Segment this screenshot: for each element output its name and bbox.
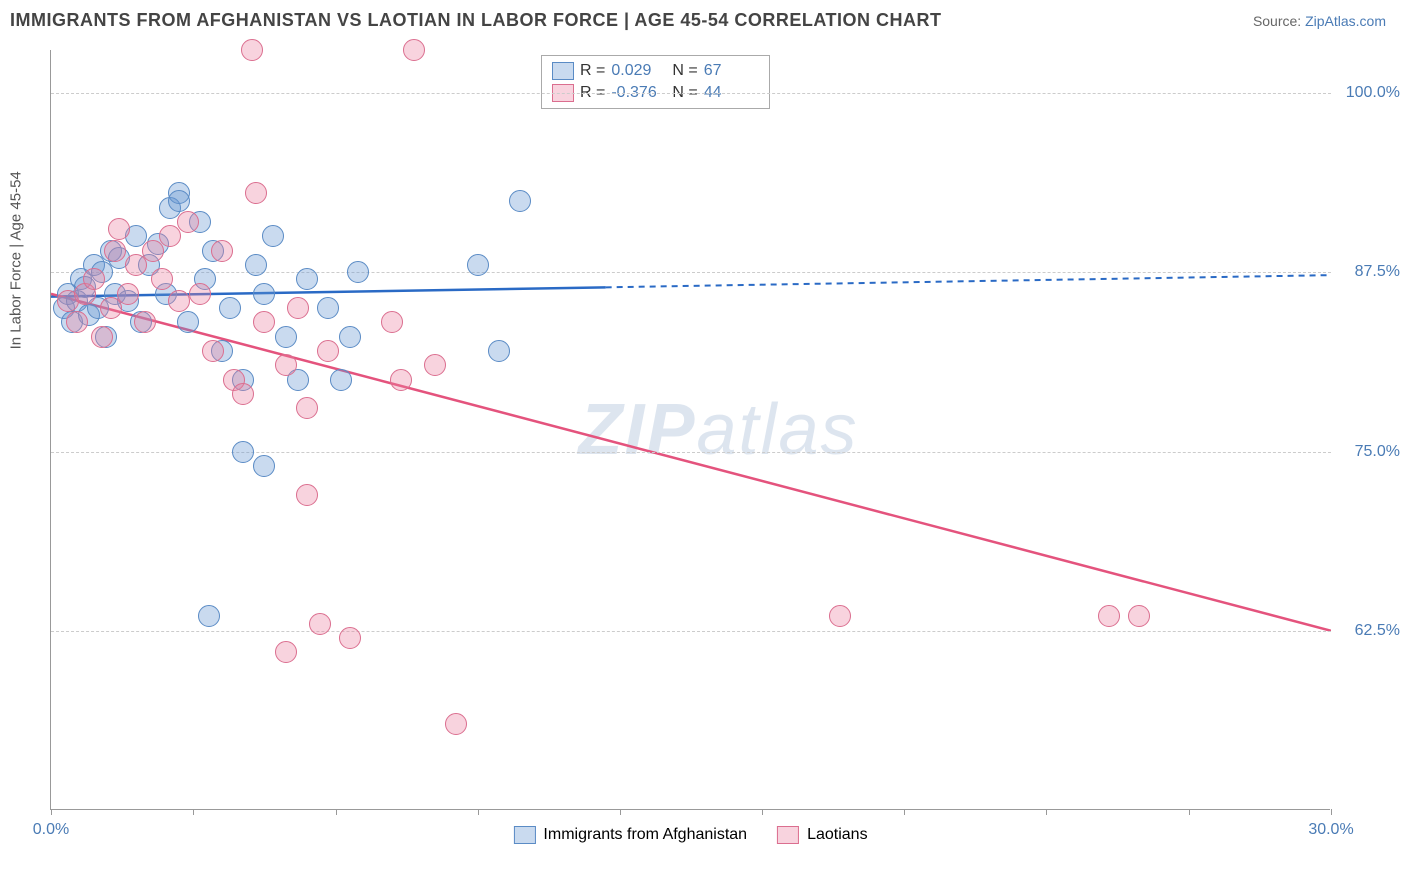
scatter-point [108, 218, 130, 240]
scatter-point [829, 605, 851, 627]
scatter-point [296, 484, 318, 506]
legend-row: R = 0.029 N = 67 [552, 60, 759, 82]
legend-label: Laotians [807, 826, 868, 844]
scatter-point [1098, 605, 1120, 627]
scatter-point [168, 290, 190, 312]
legend-item: Immigrants from Afghanistan [513, 826, 747, 844]
scatter-point [151, 268, 173, 290]
scatter-point [241, 39, 263, 61]
scatter-point [339, 326, 361, 348]
scatter-point [245, 254, 267, 276]
x-tick-mark [620, 809, 621, 815]
scatter-point [104, 240, 126, 262]
scatter-point [168, 190, 190, 212]
trend-lines [51, 50, 1331, 810]
x-tick-mark [1046, 809, 1047, 815]
x-tick-mark [193, 809, 194, 815]
scatter-point [202, 340, 224, 362]
scatter-point [134, 311, 156, 333]
scatter-point [347, 261, 369, 283]
scatter-point [330, 369, 352, 391]
scatter-point [509, 190, 531, 212]
header: IMMIGRANTS FROM AFGHANISTAN VS LAOTIAN I… [0, 0, 1406, 36]
scatter-point [232, 383, 254, 405]
scatter-point [232, 441, 254, 463]
gridline-h [51, 93, 1331, 94]
y-tick-label: 87.5% [1355, 263, 1400, 281]
scatter-point [287, 297, 309, 319]
scatter-point [262, 225, 284, 247]
scatter-point [296, 268, 318, 290]
plot-area: In Labor Force | Age 45-54 ZIPatlas R = … [50, 50, 1330, 810]
scatter-point [390, 369, 412, 391]
trend-line-dashed [606, 275, 1331, 287]
scatter-point [66, 311, 88, 333]
legend-n-value: 67 [704, 62, 759, 80]
scatter-point [403, 39, 425, 61]
x-tick-mark [478, 809, 479, 815]
watermark: ZIPatlas [578, 389, 858, 471]
scatter-point [177, 211, 199, 233]
x-tick-mark [904, 809, 905, 815]
scatter-point [317, 297, 339, 319]
scatter-point [339, 627, 361, 649]
scatter-point [219, 297, 241, 319]
x-tick-label: 0.0% [33, 821, 69, 839]
scatter-point [275, 641, 297, 663]
scatter-point [211, 240, 233, 262]
scatter-point [117, 283, 139, 305]
y-tick-label: 75.0% [1355, 443, 1400, 461]
gridline-h [51, 272, 1331, 273]
y-tick-label: 100.0% [1346, 84, 1400, 102]
series-legend: Immigrants from Afghanistan Laotians [513, 826, 867, 844]
scatter-point [253, 283, 275, 305]
scatter-point [245, 182, 267, 204]
legend-item: Laotians [777, 826, 868, 844]
legend-r-label: R = [580, 62, 605, 80]
scatter-point [445, 713, 467, 735]
gridline-h [51, 631, 1331, 632]
scatter-point [253, 311, 275, 333]
scatter-point [488, 340, 510, 362]
y-tick-label: 62.5% [1355, 622, 1400, 640]
chart-title: IMMIGRANTS FROM AFGHANISTAN VS LAOTIAN I… [10, 10, 942, 31]
x-tick-mark [51, 809, 52, 815]
scatter-point [198, 605, 220, 627]
scatter-point [467, 254, 489, 276]
legend-swatch [777, 826, 799, 844]
x-tick-mark [1189, 809, 1190, 815]
x-tick-label: 30.0% [1308, 821, 1353, 839]
correlation-legend: R = 0.029 N = 67 R = -0.376 N = 44 [541, 55, 770, 109]
x-tick-mark [336, 809, 337, 815]
legend-label: Immigrants from Afghanistan [543, 826, 747, 844]
y-axis-label: In Labor Force | Age 45-54 [8, 171, 25, 349]
scatter-point [177, 311, 199, 333]
scatter-point [309, 613, 331, 635]
scatter-point [296, 397, 318, 419]
scatter-point [1128, 605, 1150, 627]
source-attribution: Source: ZipAtlas.com [1253, 13, 1386, 29]
x-tick-mark [1331, 809, 1332, 815]
legend-swatch [513, 826, 535, 844]
scatter-point [275, 354, 297, 376]
scatter-point [317, 340, 339, 362]
legend-r-value: 0.029 [611, 62, 666, 80]
scatter-point [253, 455, 275, 477]
x-tick-mark [762, 809, 763, 815]
scatter-point [91, 326, 113, 348]
chart-container: In Labor Force | Age 45-54 ZIPatlas R = … [50, 50, 1390, 830]
legend-n-label: N = [672, 62, 697, 80]
scatter-point [189, 283, 211, 305]
legend-swatch [552, 62, 574, 80]
scatter-point [83, 268, 105, 290]
scatter-point [381, 311, 403, 333]
scatter-point [275, 326, 297, 348]
source-link[interactable]: ZipAtlas.com [1305, 13, 1386, 29]
scatter-point [424, 354, 446, 376]
